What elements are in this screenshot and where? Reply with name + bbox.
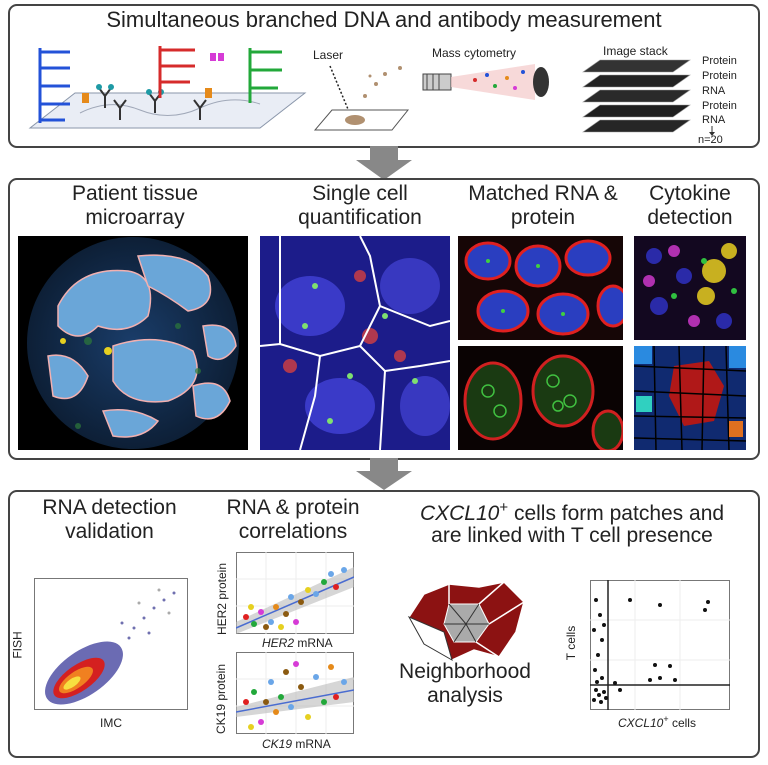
ck19-mrna-label: CK19 mRNA (262, 737, 331, 751)
down-arrow-icon-1 (356, 146, 412, 180)
cxcl-line1-rest: cells form patches and (508, 502, 725, 525)
image-stack-illustration (582, 59, 691, 133)
stack-layer-2: Protein (702, 70, 737, 82)
laser-slide-illustration (313, 65, 410, 131)
ck19-correlation-plot (236, 652, 354, 734)
image-stack-label: Image stack (603, 44, 668, 58)
matched-title: Matched RNA & protein (468, 182, 618, 229)
ck19-mrna-suffix: mRNA (292, 737, 331, 751)
cxcl-cells-axis-label: CXCL10+ cells (618, 714, 696, 730)
cytokine-image-top (634, 236, 746, 340)
neighborhood-label: Neighborhood analysis (399, 660, 531, 707)
cxcl-cells-sup: + (663, 714, 669, 724)
stack-down-arrow-icon (709, 126, 715, 136)
ck19-mrna-gene: CK19 (262, 737, 293, 751)
matched-rna-image (458, 236, 623, 340)
cxcl-gene: CXCL10 (419, 502, 500, 525)
mass-cytometry-label: Mass cytometry (432, 46, 517, 60)
cxcl-title-line2: are linked with T cell presence (431, 524, 713, 547)
stack-layer-3: RNA (702, 85, 726, 97)
stack-count: n=20 (698, 134, 723, 146)
tissue-microarray-image (18, 236, 248, 450)
cxcl-sup: + (499, 499, 509, 516)
laser-label: Laser (313, 48, 344, 62)
correlations-title: RNA & protein correlations (226, 496, 360, 543)
down-arrow-icon-2 (356, 458, 412, 490)
fish-axis-label: FISH (10, 631, 25, 659)
cytokine-title: Cytokine detection (647, 182, 733, 229)
single-cell-title: Single cell quantification (298, 182, 422, 229)
t-cells-axis-label: T cells (564, 625, 579, 661)
tcell-cxcl-scatter (590, 580, 730, 710)
cxcl-cells-gene: CXCL10 (618, 716, 664, 730)
rna-validation-title: RNA detection validation (42, 496, 177, 543)
her2-mrna-label: HER2 mRNA (262, 636, 333, 650)
stack-layer-1: Protein (702, 55, 737, 67)
neighborhood-diagram (407, 582, 525, 662)
cxcl-cells-suffix: cells (668, 716, 696, 730)
her2-mrna-suffix: mRNA (294, 636, 333, 650)
stack-layer-4: Protein (702, 100, 737, 112)
her2-protein-label: HER2 protein (215, 562, 230, 636)
top-title: Simultaneous branched DNA and antibody m… (106, 7, 662, 32)
imc-axis-label: IMC (100, 716, 122, 730)
her2-correlation-plot (236, 552, 354, 634)
ck19-protein-label: CK19 protein (214, 663, 229, 735)
fish-imc-scatter (34, 578, 188, 710)
cytokine-image-bottom (634, 346, 746, 450)
her2-mrna-gene: HER2 (262, 636, 295, 650)
matched-protein-image (458, 346, 623, 450)
branched-dna-illustration (28, 46, 307, 129)
cxcl-title-line1: CXCL10+ cells form patches and (392, 496, 752, 526)
mass-cytometry-illustration (422, 64, 549, 100)
tissue-title: Patient tissue microarray (71, 182, 199, 229)
single-cell-image (260, 236, 450, 450)
stack-layer-5: RNA (702, 114, 726, 126)
